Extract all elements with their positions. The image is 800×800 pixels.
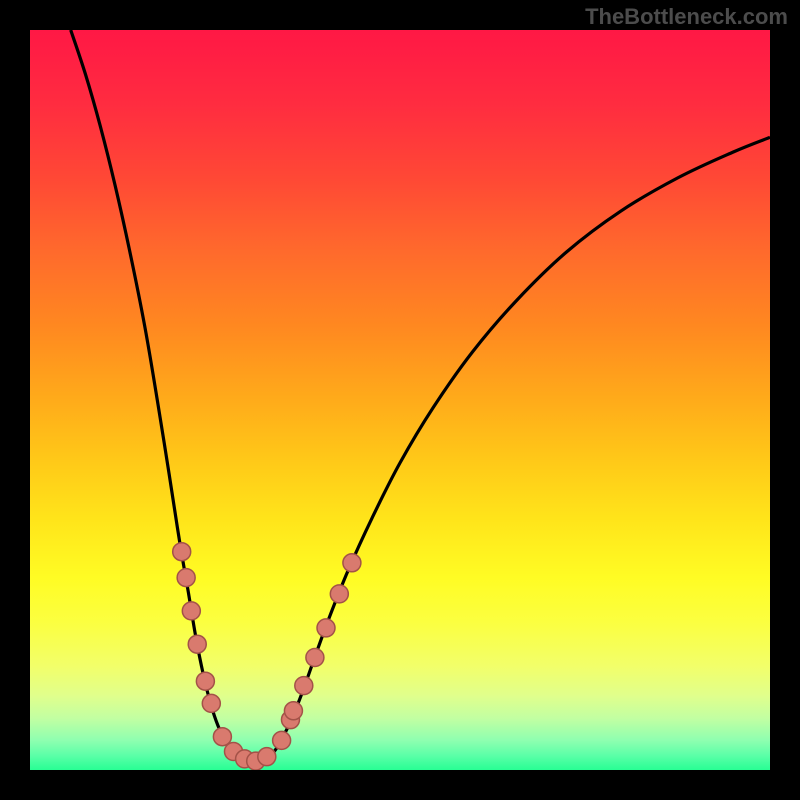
data-marker bbox=[202, 694, 220, 712]
data-marker bbox=[330, 585, 348, 603]
data-marker bbox=[213, 728, 231, 746]
data-marker bbox=[317, 619, 335, 637]
plot-area bbox=[30, 30, 770, 770]
data-marker bbox=[188, 635, 206, 653]
data-marker bbox=[182, 602, 200, 620]
data-marker bbox=[343, 554, 361, 572]
data-marker bbox=[196, 672, 214, 690]
data-marker bbox=[173, 543, 191, 561]
data-marker bbox=[306, 649, 324, 667]
data-marker bbox=[284, 702, 302, 720]
data-marker bbox=[295, 677, 313, 695]
data-marker bbox=[177, 569, 195, 587]
data-marker bbox=[258, 748, 276, 766]
watermark-text: TheBottleneck.com bbox=[585, 4, 788, 30]
chart-svg bbox=[30, 30, 770, 770]
data-marker bbox=[273, 731, 291, 749]
left-curve bbox=[71, 30, 256, 763]
right-curve bbox=[256, 137, 770, 762]
